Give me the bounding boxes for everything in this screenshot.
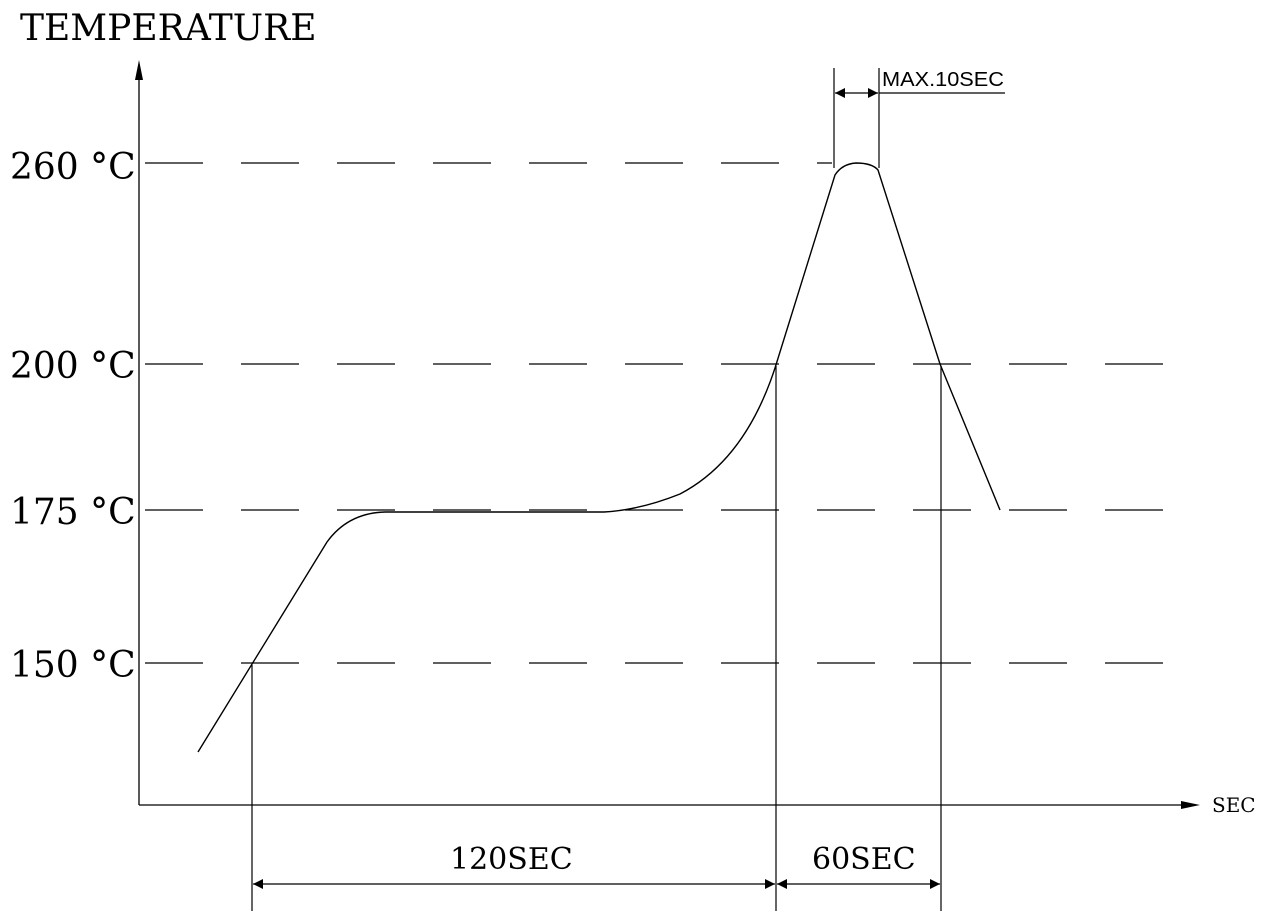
preheat-duration-label: 120SEC xyxy=(450,842,573,877)
y-axis-arrow-icon xyxy=(135,60,143,80)
level-label-175: 175 °C xyxy=(10,492,136,533)
level-label-200: 200 °C xyxy=(10,346,136,387)
y-axis-label: TEMPERATURE xyxy=(20,8,317,49)
level-label-260: 260 °C xyxy=(10,147,136,188)
level-label-150: 150 °C xyxy=(10,645,136,686)
temperature-profile-curve xyxy=(197,162,1001,753)
peak-duration-label: MAX.10SEC xyxy=(882,69,1004,91)
reflow-duration-label: 60SEC xyxy=(812,842,916,877)
x-axis-arrow-icon xyxy=(1181,801,1200,809)
x-axis-label: SEC xyxy=(1212,793,1256,817)
